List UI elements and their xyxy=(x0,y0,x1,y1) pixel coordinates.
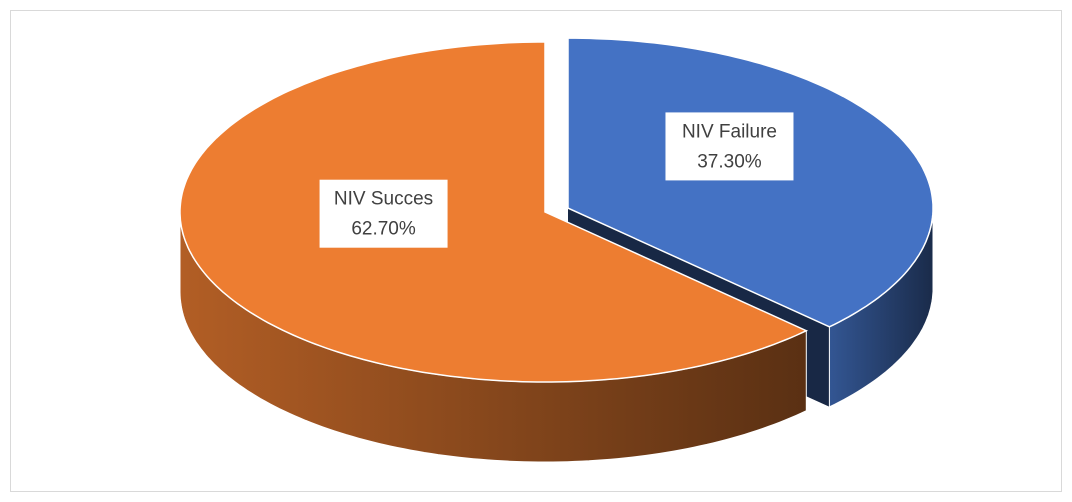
data-label-box xyxy=(319,179,448,248)
slice xyxy=(179,41,809,383)
data-label-value: 37.30% xyxy=(697,151,762,172)
data-label-box xyxy=(665,112,794,181)
slice xyxy=(567,37,934,328)
data-label-category: NIV Succes xyxy=(334,189,433,210)
data-label-category: NIV Failure xyxy=(682,121,777,142)
data-label-value: 62.70% xyxy=(351,219,416,240)
